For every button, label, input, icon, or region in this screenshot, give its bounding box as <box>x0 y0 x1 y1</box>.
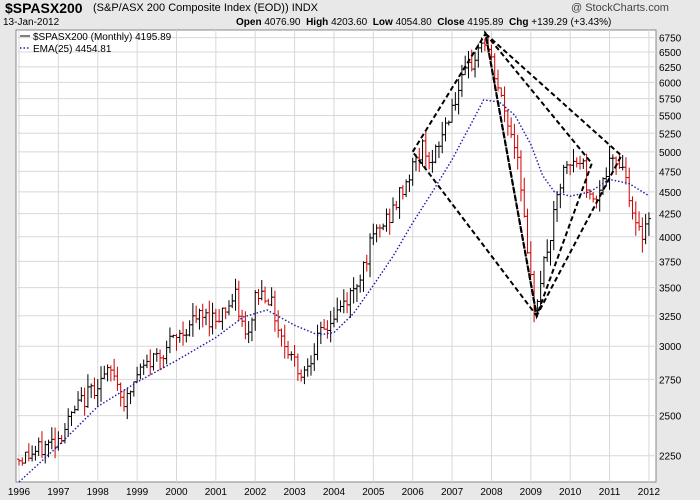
y-tick-label: 6750 <box>659 34 682 45</box>
price-bars <box>17 37 651 466</box>
close-value: 4195.89 <box>467 17 504 28</box>
x-tick-label: 2011 <box>599 487 621 498</box>
x-tick-label: 2003 <box>283 487 306 498</box>
legend-ema-label: EMA(25) 4454.81 <box>33 44 112 55</box>
x-tick-label: 1996 <box>8 487 31 498</box>
y-tick-label: 4250 <box>659 210 682 221</box>
y-tick-label: 6250 <box>659 63 682 74</box>
diamond-annotation[interactable] <box>483 31 623 319</box>
x-tick-label: 2006 <box>402 487 425 498</box>
y-tick-label: 6500 <box>659 48 682 59</box>
y-tick-label: 3250 <box>659 312 682 323</box>
x-tick-label: 2002 <box>244 487 267 498</box>
brand-label[interactable]: @ StockCharts.com <box>571 2 669 14</box>
x-tick-label: 2010 <box>559 487 582 498</box>
ohlc-bar <box>646 212 651 236</box>
x-tick-label: 2007 <box>441 487 464 498</box>
symbol-title: $SPASX200 <box>5 0 83 16</box>
open-label: Open <box>236 17 262 28</box>
close-label: Close <box>437 17 465 28</box>
x-tick-label: 2005 <box>362 487 385 498</box>
low-label: Low <box>372 17 393 28</box>
y-tick-label: 5500 <box>659 112 682 123</box>
y-tick-label: 5000 <box>659 148 682 159</box>
x-tick-label: 2008 <box>480 487 503 498</box>
x-tick-label: 1997 <box>47 487 70 498</box>
chart-header: $SPASX200 (S&P/ASX 200 Composite Index (… <box>0 0 700 30</box>
open-value: 4076.90 <box>264 17 301 28</box>
high-value: 4203.60 <box>331 17 368 28</box>
chg-value: +139.29 (+3.43%) <box>531 17 612 28</box>
chart-date: 13-Jan-2012 <box>3 17 60 28</box>
x-tick-label: 2001 <box>205 487 228 498</box>
y-tick-label: 2500 <box>659 412 682 423</box>
y-tick-label: 2250 <box>659 452 682 463</box>
y-tick-label: 3750 <box>659 257 682 268</box>
x-tick-label: 2000 <box>165 487 188 498</box>
symbol-description: (S&P/ASX 200 Composite Index (EOD)) INDX <box>93 2 318 14</box>
y-tick-label: 5750 <box>659 95 682 106</box>
chg-label: Chg <box>509 17 529 28</box>
y-tick-label: 4750 <box>659 167 682 178</box>
y-tick-label: 6000 <box>659 78 682 89</box>
high-label: High <box>306 17 329 28</box>
x-tick-label: 2012 <box>638 487 661 498</box>
x-tick-label: 1998 <box>87 487 110 498</box>
plot-area <box>15 29 657 483</box>
y-tick-label: 3000 <box>659 342 682 353</box>
y-tick-label: 4500 <box>659 188 682 199</box>
legend-price-label: $SPASX200 (Monthly) 4195.89 <box>33 32 172 43</box>
ohlc-readout: Open 4076.90 High 4203.60 Low 4054.80 Cl… <box>236 17 611 28</box>
x-tick-label: 2009 <box>520 487 543 498</box>
low-value: 4054.80 <box>395 17 432 28</box>
y-tick-label: 4000 <box>659 233 682 244</box>
x-tick-label: 2004 <box>323 487 346 498</box>
y-tick-label: 5250 <box>659 129 682 140</box>
y-tick-label: 3500 <box>659 284 682 295</box>
y-tick-label: 2750 <box>659 375 682 386</box>
x-tick-label: 1999 <box>126 487 149 498</box>
